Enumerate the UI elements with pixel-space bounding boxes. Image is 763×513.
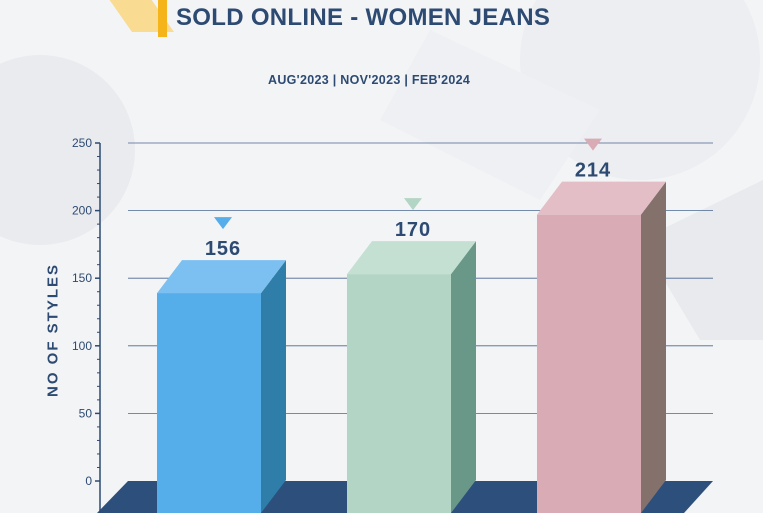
- background-polygon: [380, 30, 600, 200]
- bar-side: [261, 260, 286, 513]
- y-tick-label: 50: [79, 406, 93, 420]
- y-tick-label: 0: [85, 474, 92, 488]
- bar-top: [537, 181, 666, 215]
- chart-subtitle: AUG'2023 | NOV'2023 | FEB'2024: [268, 73, 471, 87]
- data-label: 170: [395, 219, 431, 241]
- bar-marker-icon: [404, 198, 422, 211]
- y-tick-label: 200: [72, 204, 92, 218]
- bar-marker-icon: [214, 217, 232, 230]
- bar-side: [451, 241, 476, 513]
- bar-top: [157, 260, 286, 294]
- bar-3: [537, 214, 641, 513]
- chart-title: SOLD ONLINE - WOMEN JEANS: [176, 4, 551, 31]
- bar-marker-icon: [584, 138, 602, 151]
- bar-2: [347, 274, 451, 513]
- bar-1: [157, 293, 261, 513]
- background-polygon: [640, 180, 763, 340]
- title-accent-bar: [158, 0, 167, 37]
- bar-top: [347, 241, 476, 275]
- y-tick-label: 250: [72, 136, 92, 150]
- y-tick-label: 150: [72, 271, 92, 285]
- data-label: 156: [205, 238, 241, 260]
- data-label: 214: [575, 160, 611, 182]
- bar-side: [641, 181, 666, 513]
- y-tick-label: 100: [72, 339, 92, 353]
- background-circle: [0, 55, 135, 245]
